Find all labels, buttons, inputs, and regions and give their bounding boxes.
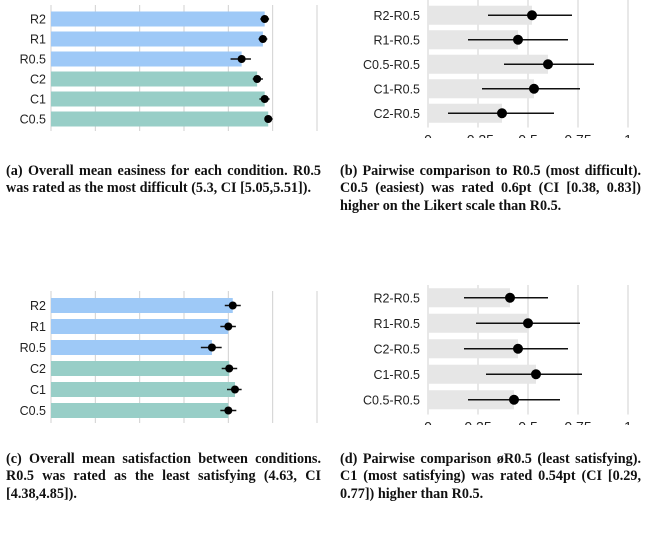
x-tick-label: 7 (313, 135, 321, 138)
category-label: C1-R0.5 (373, 82, 420, 96)
caption-b: (b) Pairwise comparison to R0.5 (most di… (340, 163, 641, 214)
bar (51, 111, 269, 127)
x-tick-label: 5 (224, 135, 232, 138)
estimate-point (531, 369, 541, 380)
x-tick-label: 1 (624, 132, 632, 139)
caption-d: (d) Pairwise comparison øR0.5 (least sat… (340, 451, 641, 502)
bar (51, 361, 230, 376)
caption-c: (c) Overall mean satisfaction between co… (6, 451, 321, 502)
category-label: R2 (30, 299, 46, 313)
mean-point (207, 343, 216, 352)
chart-b-pairwise-easiness: 0 -0.25 0.5 0.75 1 R2-R0.5 R1-R0.5 C0.5-R0.5 C1-… (363, 0, 632, 139)
bar (51, 31, 263, 47)
category-label: R2-R0.5 (373, 291, 420, 305)
mean-point (224, 406, 233, 415)
estimate-point (527, 10, 537, 21)
mean-point (224, 322, 233, 331)
category-label: C1-R0.5 (373, 368, 420, 382)
category-label: R1-R0.5 (373, 317, 420, 331)
category-label: C0.5 (20, 404, 46, 418)
category-label: R2-R0.5 (373, 9, 420, 23)
x-tick-label: 0.75 (564, 419, 591, 426)
chart-d-pairwise-satisfaction: 0 0.25 0.5 0.75 1 R2-R0.5 R1-R0.5 C2-R0.5 C1-R0.… (363, 285, 632, 426)
category-label: R2 (30, 13, 46, 27)
difference-band (428, 5, 532, 25)
mean-point (237, 55, 246, 63)
category-label: R1-R0.5 (373, 33, 420, 47)
category-label: R1 (30, 320, 46, 334)
mean-point (225, 364, 234, 373)
mean-point (260, 15, 269, 23)
mean-point (260, 95, 269, 103)
estimate-point (513, 343, 523, 354)
x-tick-label: 4 (180, 135, 188, 138)
difference-band (428, 54, 548, 74)
bar (51, 71, 258, 87)
estimate-point (523, 318, 533, 329)
difference-band (428, 79, 534, 99)
estimate-point (497, 108, 507, 119)
x-tick-label: 6 (269, 135, 277, 138)
category-label: C2-R0.5 (373, 342, 420, 356)
mean-point (258, 35, 267, 43)
x-tick-label: 1 (47, 135, 55, 138)
mean-point (253, 75, 262, 83)
x-tick-label: 0 (424, 419, 432, 426)
x-tick-label: 0.5 (518, 132, 538, 139)
x-tick-label: 2 (91, 135, 99, 138)
difference-band (428, 364, 536, 384)
bar (51, 298, 233, 313)
x-tick-label: 0.5 (518, 419, 538, 426)
x-tick-label: 0 (424, 132, 432, 139)
category-label: C0.5-R0.5 (363, 393, 420, 407)
bar (51, 11, 265, 27)
estimate-point (529, 83, 539, 94)
category-label: C1 (30, 383, 46, 397)
category-label: R1 (30, 33, 46, 47)
category-label: R0.5 (20, 53, 46, 67)
bar (51, 91, 265, 107)
x-tick-label: 0.25 (464, 419, 491, 426)
x-tick-label: 0.75 (564, 132, 591, 139)
estimate-point (513, 34, 523, 45)
estimate-point (543, 59, 553, 70)
category-label: C2 (30, 362, 46, 376)
category-label: C2-R0.5 (373, 107, 420, 121)
category-label: C0.5 (20, 113, 46, 127)
bar (51, 340, 212, 355)
x-tick-label: -0.25 (462, 132, 494, 139)
chart-a-easiness: 1 2 3 4 5 6 7 R2 R1 R0.5 C2 C1 C0.5 (20, 5, 321, 138)
category-label: C2 (30, 73, 46, 87)
estimate-point (509, 394, 519, 405)
estimate-point (505, 292, 515, 303)
x-tick-label: 3 (136, 135, 144, 138)
category-label: C0.5-R0.5 (363, 58, 420, 72)
mean-point (264, 115, 273, 123)
category-label: R0.5 (20, 341, 46, 355)
bar (51, 319, 229, 334)
bar (51, 382, 235, 397)
x-tick-label: 1 (624, 419, 632, 426)
bar (51, 51, 242, 67)
mean-point (230, 385, 239, 394)
mean-point (228, 301, 237, 310)
caption-a: (a) Overall mean easiness for each condi… (6, 163, 321, 197)
bar (51, 403, 229, 418)
category-label: C1 (30, 93, 46, 107)
